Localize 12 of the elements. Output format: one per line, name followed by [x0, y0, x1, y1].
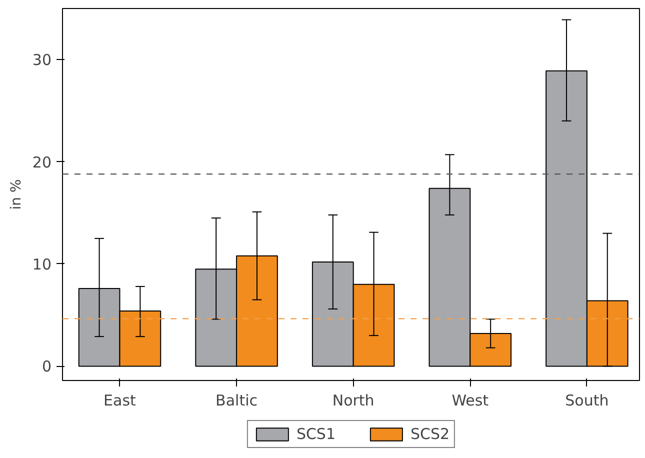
legend-label: SCS1	[296, 425, 336, 443]
y-tick-label: 0	[42, 358, 52, 376]
y-axis-title: in %	[8, 179, 24, 210]
y-tick-label: 30	[32, 51, 52, 70]
x-tick-label: South	[565, 392, 609, 410]
x-tick-label: North	[332, 392, 374, 410]
x-tick-label: East	[104, 392, 136, 410]
x-tick-label: Baltic	[216, 392, 258, 410]
y-tick-label: 10	[32, 255, 52, 274]
legend-label: SCS2	[410, 425, 450, 443]
x-tick-label: West	[452, 392, 489, 410]
y-tick-label: 20	[32, 153, 52, 172]
